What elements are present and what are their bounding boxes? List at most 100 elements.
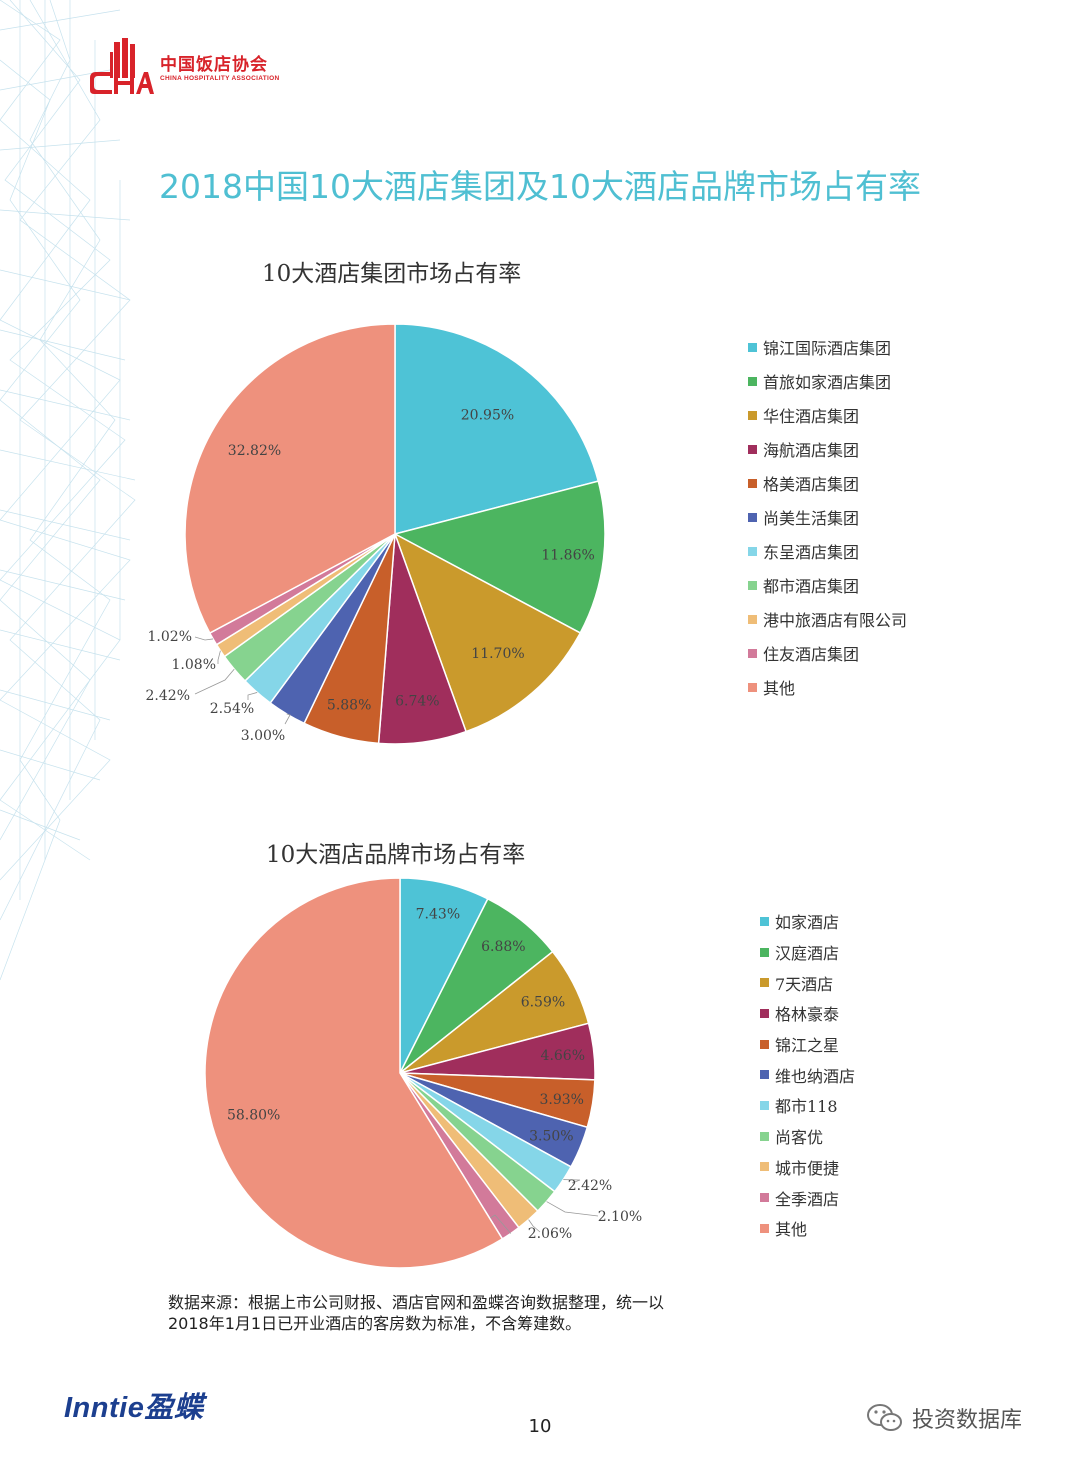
cha-logo-icon [90, 38, 154, 94]
chart2-data-label: 6.88% [481, 939, 525, 955]
chart1-data-label: 11.86% [541, 548, 594, 564]
legend-item: 华住酒店集团 [748, 398, 907, 432]
chart1-legend: 锦江国际酒店集团首旅如家酒店集团 华住酒店集团 海航酒店集团格美酒店集团 尚美生活集团… [748, 330, 907, 704]
chart2-leader-line [528, 1219, 541, 1233]
chart1-data-label: 6.74% [395, 694, 439, 710]
chart1-data-label: 11.70% [471, 646, 524, 662]
chart2-data-label: 58.80% [227, 1108, 280, 1124]
legend-swatch [760, 1008, 769, 1018]
legend-swatch [760, 1100, 769, 1110]
legend-item: 海航酒店集团 [748, 432, 907, 466]
chart1-data-label: 3.00% [241, 728, 285, 744]
legend-swatch [748, 444, 757, 454]
legend-swatch [760, 1193, 769, 1203]
legend-label: 锦江之星 [775, 1036, 840, 1056]
legend-swatch [748, 614, 757, 624]
chart2-data-label: 7.43% [416, 907, 460, 923]
legend-swatch [748, 546, 757, 556]
legend-label: 7天酒店 [775, 974, 834, 994]
legend-item: 7天酒店 [760, 967, 855, 998]
chart1-data-label: 20.95% [461, 407, 514, 423]
source-note: 数据来源：根据上市公司财报、酒店官网和盈蝶咨询数据整理，统一以2018年1月1日… [168, 1293, 665, 1333]
chart2-leader-line [546, 1201, 599, 1217]
legend-item: 都市酒店集团 [748, 568, 907, 602]
legend-item: 其他 [748, 670, 907, 704]
legend-swatch [748, 682, 757, 692]
chart2-data-label: 2.10% [598, 1209, 642, 1225]
chart1-leader-line [194, 636, 214, 641]
legend-label: 其他 [763, 679, 796, 698]
inntie-brand-logo: Inntie盈蝶 [64, 1392, 204, 1424]
legend-label: 港中旅酒店有限公司 [763, 611, 908, 630]
wechat-icon [867, 1404, 902, 1431]
chart1-leader-line [284, 713, 291, 725]
legend-item: 东呈酒店集团 [748, 534, 907, 568]
legend-item: 城市便捷 [760, 1152, 855, 1183]
chart1-data-label: 1.08% [172, 657, 216, 673]
legend-item: 港中旅酒店有限公司 [748, 602, 907, 636]
legend-item: 住友酒店集团 [748, 636, 907, 670]
legend-swatch [748, 580, 757, 590]
legend-swatch [748, 478, 757, 488]
legend-item: 格林豪泰 [760, 998, 855, 1029]
chart1-data-label: 5.88% [327, 697, 371, 713]
chart1-data-label: 2.42% [146, 688, 190, 704]
chart1-data-label: 1.02% [148, 629, 192, 645]
page-title: 2018中国10大酒店集团及10大酒店品牌市场占有率 [159, 167, 921, 206]
legend-swatch [760, 916, 769, 926]
chart1-leader-line [247, 692, 258, 700]
chart2-pie: 7.43% 6.88% 6.59% 4.66% 3.93% 3.50% 2.42% 2.10%… [204, 877, 642, 1269]
chart2-data-label: 6.59% [521, 994, 565, 1010]
chart1-slice [184, 323, 396, 635]
chart2-data-label: 2.42% [568, 1178, 612, 1194]
chart1-leader-line [217, 650, 221, 664]
legend-label: 住友酒店集团 [763, 645, 860, 664]
legend-item: 如家酒店 [760, 906, 855, 937]
legend-label: 格林豪泰 [775, 1005, 840, 1025]
legend-swatch [748, 512, 757, 522]
chart1-title: 10大酒店集团市场占有率 [262, 261, 522, 287]
legend-swatch [760, 1039, 769, 1049]
legend-item: 都市118 [760, 1090, 855, 1121]
chart1-slice [392, 480, 606, 634]
legend-swatch [760, 1070, 769, 1080]
legend-item: 尚美生活集团 [748, 500, 907, 534]
legend-label: 如家酒店 [775, 913, 840, 933]
legend-item: 首旅如家酒店集团 [748, 364, 907, 398]
legend-item: 锦江国际酒店集团 [748, 330, 907, 364]
legend-swatch [760, 978, 769, 988]
legend-swatch [748, 342, 757, 352]
chart1-slice [393, 532, 582, 733]
legend-label: 汉庭酒店 [775, 944, 840, 964]
legend-item: 汉庭酒店 [760, 937, 855, 968]
page-number: 10 [528, 1416, 552, 1437]
legend-swatch [760, 1223, 769, 1233]
chart1-slice [394, 323, 600, 535]
legend-item: 锦江之星 [760, 1029, 855, 1060]
legend-swatch [748, 410, 757, 420]
chart2-leader-line [563, 1179, 581, 1184]
legend-label: 其他 [775, 1220, 808, 1240]
wechat-account: 投资数据库 [866, 1402, 1022, 1434]
legend-label: 都市酒店集团 [763, 577, 860, 596]
legend-label: 华住酒店集团 [763, 407, 860, 426]
legend-item: 格美酒店集团 [748, 466, 907, 500]
legend-item: 其他 [760, 1213, 855, 1244]
legend-label: 尚客优 [775, 1128, 824, 1148]
chart2-legend: 如家酒店 汉庭酒店 7天酒店 格林豪泰 锦江之星 维也纳酒店 都市118 尚客优 城市便捷 全季酒… [760, 906, 855, 1244]
chart2-title: 10大酒店品牌市场占有率 [266, 842, 526, 868]
chart2-data-label: 2.06% [528, 1226, 572, 1242]
legend-swatch [760, 1162, 769, 1172]
legend-item: 尚客优 [760, 1121, 855, 1152]
legend-swatch [760, 1131, 769, 1141]
legend-label: 全季酒店 [775, 1189, 840, 1209]
legend-swatch [748, 376, 757, 386]
legend-label: 东呈酒店集团 [763, 543, 860, 562]
legend-label: 海航酒店集团 [763, 441, 860, 460]
logo-english-name: CHINA HOSPITALITY ASSOCIATION [160, 75, 280, 82]
association-logo: 中国饭店协会 CHINA HOSPITALITY ASSOCIATION [90, 38, 279, 94]
legend-label: 城市便捷 [775, 1158, 840, 1178]
chart1-data-label: 2.54% [210, 701, 254, 717]
legend-label: 首旅如家酒店集团 [763, 373, 892, 392]
legend-swatch [748, 648, 757, 658]
